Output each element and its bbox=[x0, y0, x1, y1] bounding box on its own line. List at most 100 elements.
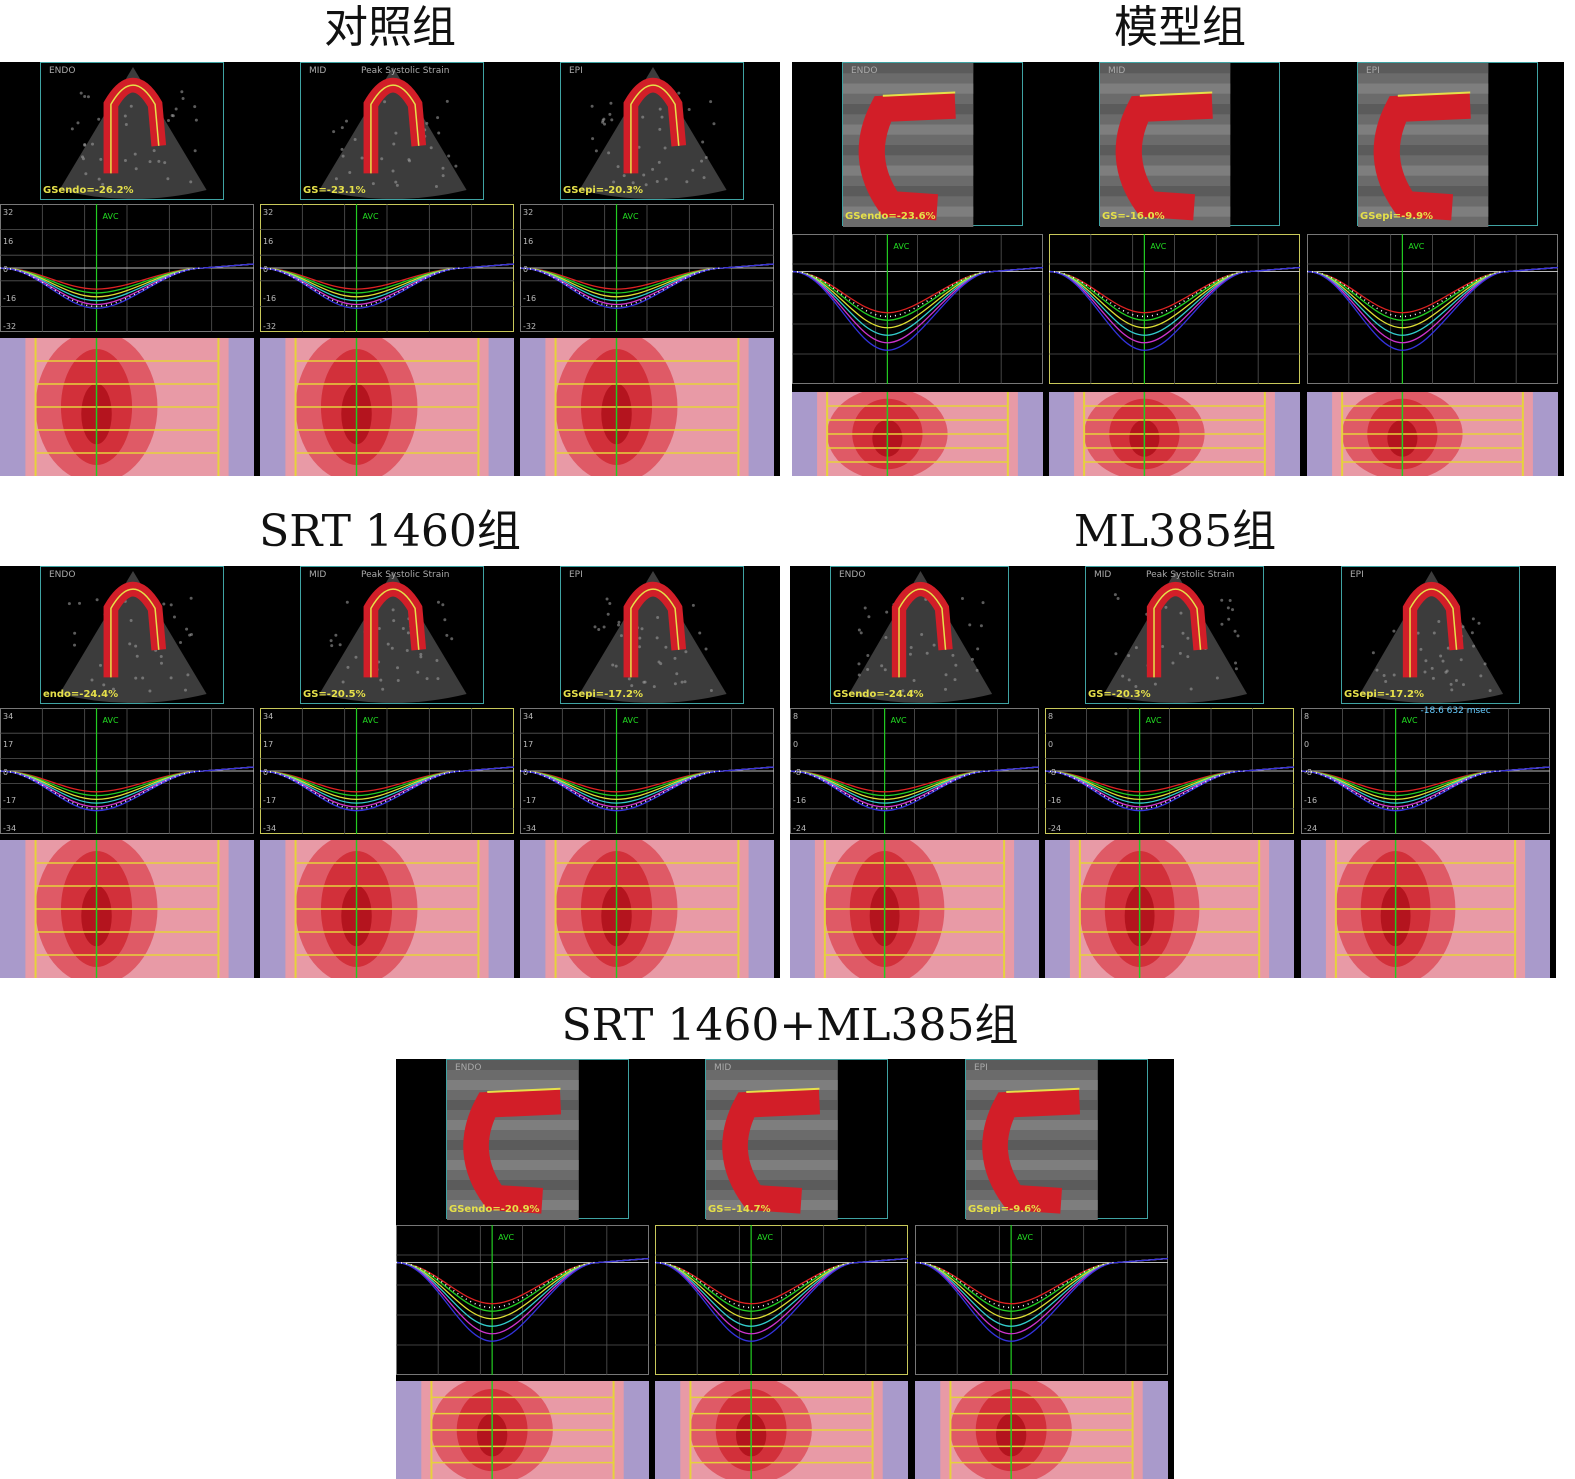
strain-heatmap bbox=[1045, 840, 1294, 978]
y-tick-label: -17 bbox=[523, 796, 536, 805]
y-tick-label: 32 bbox=[523, 208, 533, 217]
avc-marker-label: AVC bbox=[363, 212, 379, 221]
y-tick-label: 0 bbox=[3, 265, 8, 274]
y-tick-label: 8 bbox=[1304, 712, 1309, 721]
y-tick-label: -17 bbox=[263, 796, 276, 805]
strain-curve-plot bbox=[520, 708, 774, 834]
panel-control: ENDO GSendo=-26.2% AVC 32 16 0 -16 -32 MID Peak S… bbox=[0, 62, 780, 476]
strain-heatmap bbox=[1049, 392, 1300, 476]
y-tick-label: -16 bbox=[1304, 796, 1317, 805]
echo-view-endo: ENDO GSendo=-26.2% bbox=[40, 62, 224, 200]
y-tick-label: -8 bbox=[1304, 768, 1312, 777]
strain-heatmap bbox=[0, 338, 254, 476]
y-tick-label: 16 bbox=[3, 237, 13, 246]
group-title-combo: SRT 1460+ML385组 bbox=[480, 1004, 1100, 1048]
y-tick-label: 0 bbox=[523, 768, 528, 777]
group-title-ml385: ML385组 bbox=[975, 510, 1375, 554]
avc-marker-label: AVC bbox=[891, 716, 907, 725]
view-caption: EPI bbox=[569, 570, 583, 580]
y-tick-label: 0 bbox=[523, 265, 528, 274]
y-tick-label: -32 bbox=[523, 322, 536, 331]
group-title-srt: SRT 1460组 bbox=[190, 510, 590, 554]
global-strain-value: GSepi=-20.3% bbox=[563, 185, 643, 196]
avc-marker-label: AVC bbox=[623, 716, 639, 725]
strain-curve-plot bbox=[396, 1225, 649, 1375]
panel-model: ENDO GSendo=-23.6% AVC MID GS=-16.0% AVC EPI GS… bbox=[792, 62, 1564, 476]
global-strain-value: GSepi=-9.9% bbox=[1360, 211, 1433, 222]
avc-marker-label: AVC bbox=[623, 212, 639, 221]
y-tick-label: -32 bbox=[263, 322, 276, 331]
avc-marker-label: AVC bbox=[103, 212, 119, 221]
avc-marker-label: AVC bbox=[1150, 242, 1166, 251]
y-tick-label: -8 bbox=[1048, 768, 1056, 777]
strain-heatmap bbox=[396, 1381, 649, 1479]
avc-marker-label: AVC bbox=[1146, 716, 1162, 725]
strain-curve-plot bbox=[0, 204, 254, 332]
group-title-control: 对照组 bbox=[240, 6, 540, 50]
echo-view-epi: EPI GSepi=-9.9% bbox=[1357, 62, 1538, 226]
echo-image bbox=[1342, 567, 1521, 705]
strain-curve-plot bbox=[260, 708, 514, 834]
echo-image bbox=[706, 1060, 889, 1220]
echo-image bbox=[41, 567, 225, 705]
echo-view-epi: EPI GSepi=-9.6% bbox=[965, 1059, 1148, 1219]
y-tick-label: -16 bbox=[263, 294, 276, 303]
y-tick-label: 0 bbox=[793, 740, 798, 749]
strain-heatmap bbox=[915, 1381, 1168, 1479]
avc-marker-label: AVC bbox=[1017, 1233, 1033, 1242]
view-caption: ENDO bbox=[49, 570, 75, 580]
peak-strain-caption: Peak Systolic Strain bbox=[1146, 570, 1234, 580]
echo-image bbox=[561, 567, 745, 705]
view-caption: MID bbox=[1108, 66, 1125, 76]
global-strain-value: GSendo=-26.2% bbox=[43, 185, 134, 196]
y-tick-label: 17 bbox=[263, 740, 273, 749]
peak-strain-caption: Peak Systolic Strain bbox=[361, 570, 449, 580]
y-tick-label: 16 bbox=[523, 237, 533, 246]
strain-curve-plot bbox=[915, 1225, 1168, 1375]
strain-curve-plot bbox=[1307, 234, 1558, 384]
y-tick-label: -24 bbox=[793, 824, 806, 833]
y-tick-label: 32 bbox=[263, 208, 273, 217]
echo-view-endo: ENDO GSendo=-20.9% bbox=[446, 1059, 629, 1219]
strain-heatmap bbox=[520, 840, 774, 978]
y-tick-label: 0 bbox=[263, 768, 268, 777]
global-strain-value: GS=-20.5% bbox=[303, 689, 366, 700]
global-strain-value: GS=-14.7% bbox=[708, 1204, 771, 1215]
view-caption: ENDO bbox=[851, 66, 877, 76]
echo-view-mid: MID GS=-16.0% bbox=[1099, 62, 1280, 226]
global-strain-value: GSendo=-23.6% bbox=[845, 211, 936, 222]
y-tick-label: -24 bbox=[1304, 824, 1317, 833]
view-caption: ENDO bbox=[839, 570, 865, 580]
strain-heatmap bbox=[792, 392, 1043, 476]
view-caption: EPI bbox=[1350, 570, 1364, 580]
y-tick-label: -24 bbox=[1048, 824, 1061, 833]
y-tick-label: -8 bbox=[793, 768, 801, 777]
echo-view-endo: ENDO endo=-24.4% bbox=[40, 566, 224, 704]
strain-curve-plot bbox=[1049, 234, 1300, 384]
echo-image bbox=[1358, 63, 1539, 227]
view-caption: MID bbox=[309, 66, 326, 76]
strain-heatmap bbox=[0, 840, 254, 978]
view-caption: ENDO bbox=[49, 66, 75, 76]
avc-marker-label: AVC bbox=[1408, 242, 1424, 251]
panel-srt: ENDO endo=-24.4% AVC 34 17 0 -17 -34 MID Peak Sys… bbox=[0, 566, 780, 978]
group-title-model: 模型组 bbox=[1030, 6, 1330, 50]
strain-curve-plot bbox=[1301, 708, 1550, 834]
y-tick-label: 0 bbox=[263, 265, 268, 274]
strain-heatmap bbox=[520, 338, 774, 476]
avc-marker-label: AVC bbox=[893, 242, 909, 251]
strain-heatmap bbox=[260, 338, 514, 476]
y-tick-label: 17 bbox=[523, 740, 533, 749]
strain-heatmap bbox=[790, 840, 1039, 978]
echo-image bbox=[301, 63, 485, 201]
global-strain-value: GSendo=-24.4% bbox=[833, 689, 924, 700]
y-tick-label: 0 bbox=[3, 768, 8, 777]
global-strain-value: GS=-20.3% bbox=[1088, 689, 1151, 700]
global-strain-value: GS=-23.1% bbox=[303, 185, 366, 196]
strain-heatmap bbox=[1301, 840, 1550, 978]
global-strain-value: GSepi=-17.2% bbox=[1344, 689, 1424, 700]
echo-image bbox=[966, 1060, 1149, 1220]
strain-curve-plot bbox=[1045, 708, 1294, 834]
echo-view-mid: MID Peak Systolic Strain GS=-23.1% bbox=[300, 62, 484, 200]
y-tick-label: -16 bbox=[793, 796, 806, 805]
